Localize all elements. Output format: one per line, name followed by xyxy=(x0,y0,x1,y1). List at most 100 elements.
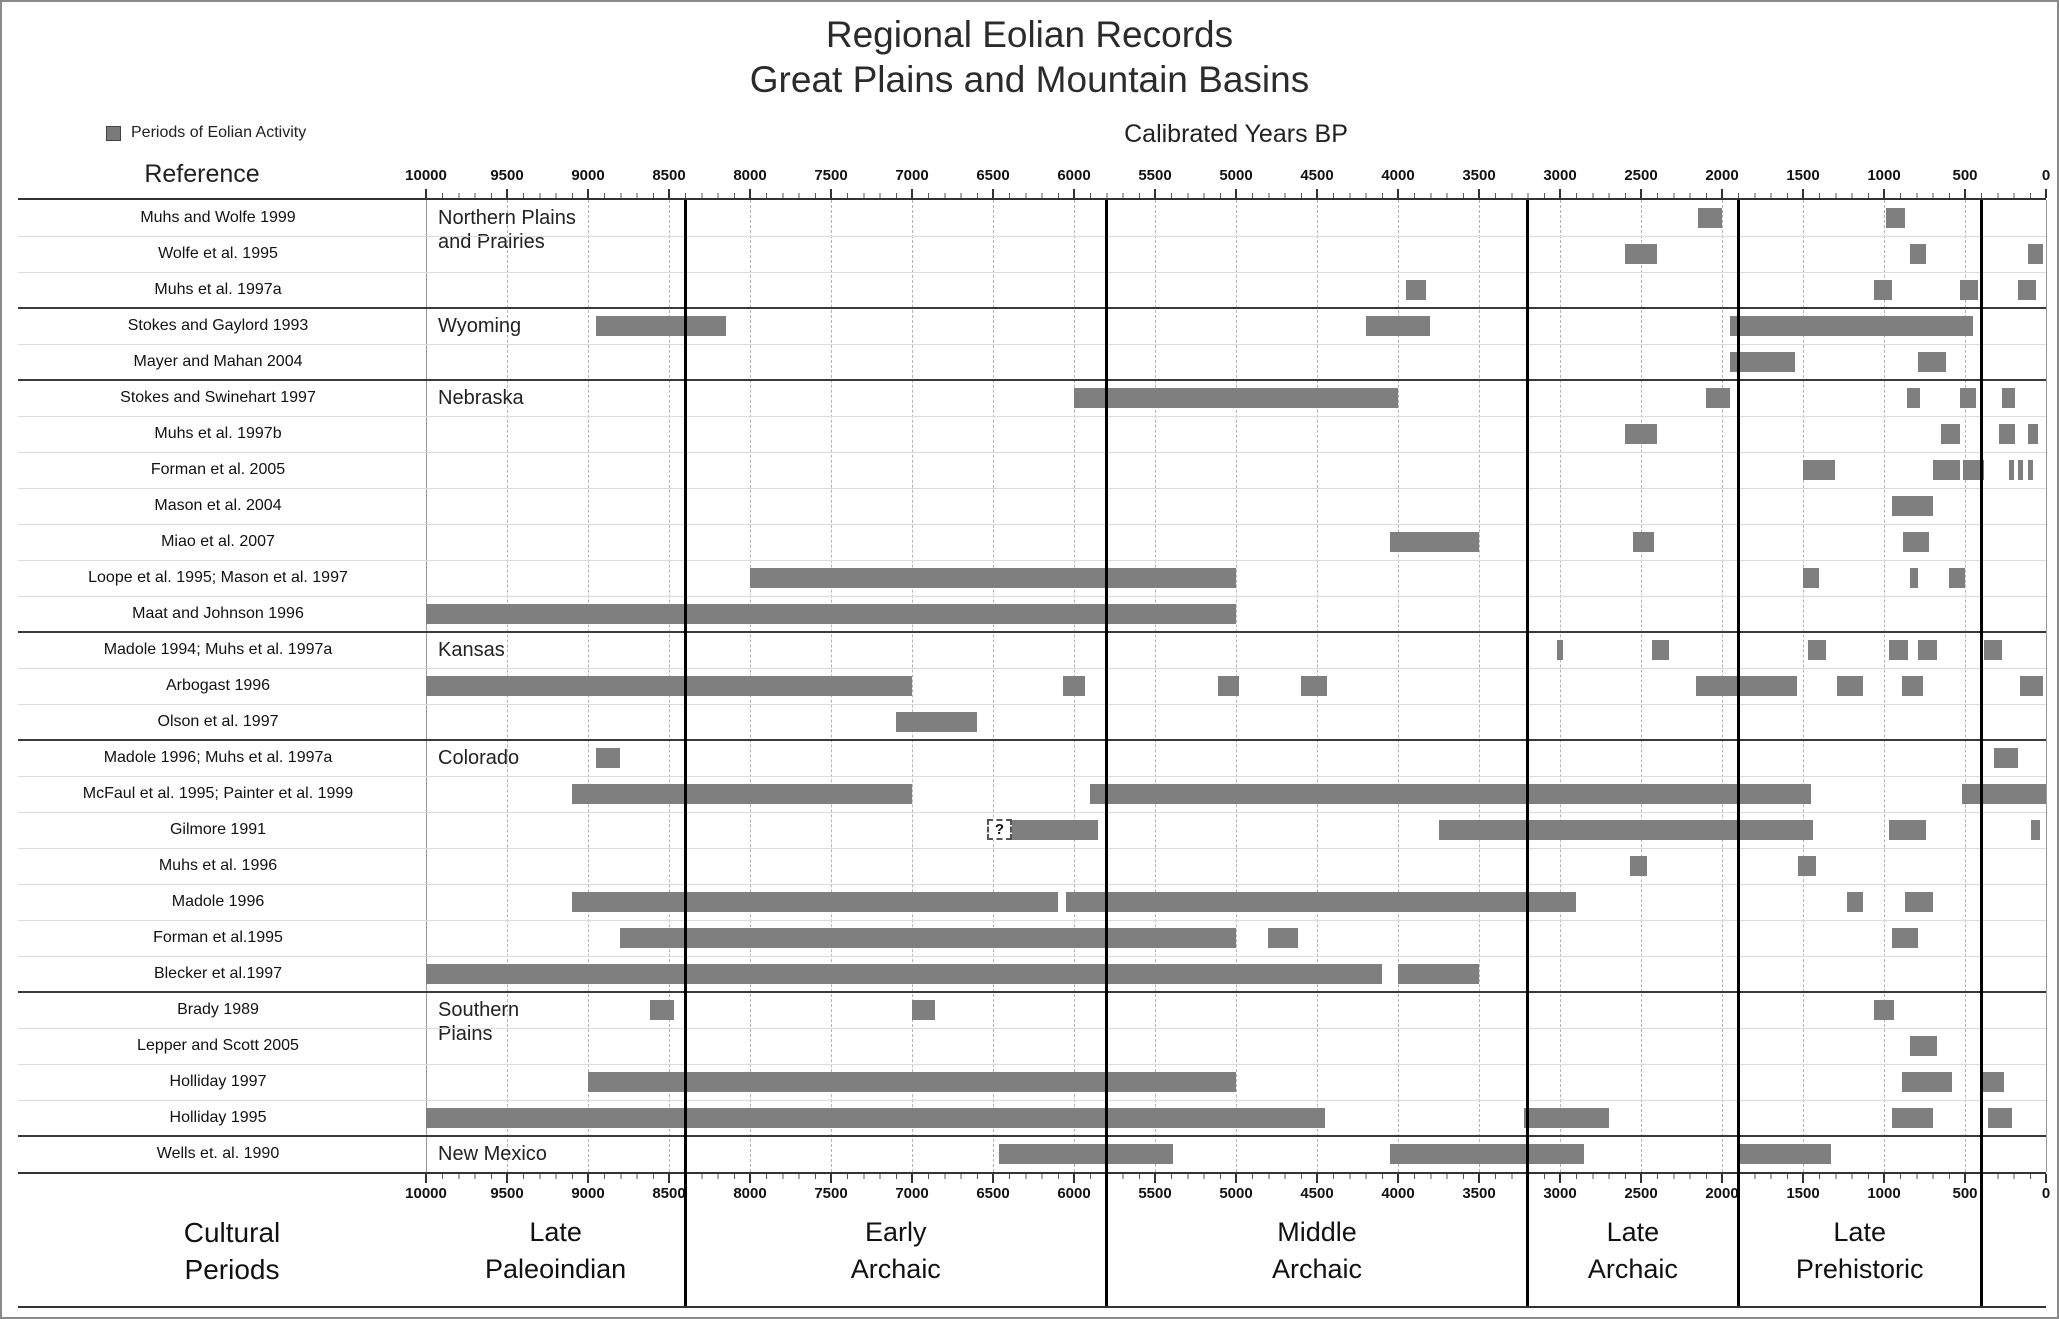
row-gridline xyxy=(18,776,2046,777)
major-tick-top xyxy=(668,189,670,198)
reference-label: Lepper and Scott 2005 xyxy=(137,1037,299,1054)
frame-bottom-line xyxy=(18,1306,2046,1308)
bottom-axis-line xyxy=(18,1172,2046,1174)
group-separator-line xyxy=(18,379,2046,381)
activity-bar xyxy=(1524,1108,1609,1128)
activity-bar xyxy=(1892,496,1933,516)
x-tick-label-bottom: 5000 xyxy=(1219,1185,1253,1202)
activity-bar xyxy=(1624,244,1658,264)
activity-bar xyxy=(2028,424,2038,444)
major-tick-bottom xyxy=(749,1174,751,1183)
activity-bar xyxy=(1218,676,1240,696)
row-gridline xyxy=(18,704,2046,705)
x-tick-label-top: 7000 xyxy=(895,167,929,184)
activity-bar xyxy=(1909,1036,1938,1056)
activity-bar xyxy=(1963,460,1985,480)
major-tick-bottom xyxy=(1073,1174,1075,1183)
row-gridline xyxy=(18,1064,2046,1065)
x-tick-label-bottom: 6500 xyxy=(976,1185,1010,1202)
x-tick-label-bottom: 0 xyxy=(2041,1185,2051,1202)
major-tick-top xyxy=(749,189,751,198)
x-tick-label-top: 9000 xyxy=(571,167,605,184)
major-tick-top xyxy=(1883,189,1885,198)
major-tick-bottom xyxy=(1154,1174,1156,1183)
cultural-period-label: Late Archaic xyxy=(1587,1217,1678,1284)
x-tick-label-bottom: 1000 xyxy=(1867,1185,1901,1202)
x-tick-label-top: 2000 xyxy=(1705,167,1739,184)
x-tick-label-bottom: 2500 xyxy=(1624,1185,1658,1202)
activity-bar xyxy=(1738,1144,1831,1164)
activity-bar xyxy=(1730,316,1974,336)
activity-bar xyxy=(2002,388,2016,408)
activity-bar xyxy=(1994,748,2019,768)
major-tick-bottom xyxy=(668,1174,670,1183)
vertical-gridline xyxy=(1803,200,1804,1172)
x-axis-title: Calibrated Years BP xyxy=(1124,120,1348,148)
cultural-period-boundary-line xyxy=(1526,200,1530,1306)
major-tick-top xyxy=(1640,189,1642,198)
row-gridline xyxy=(18,452,2046,453)
activity-bar xyxy=(1874,1000,1894,1020)
activity-bar xyxy=(2028,244,2043,264)
major-tick-bottom xyxy=(1478,1174,1480,1183)
activity-bar xyxy=(649,1000,674,1020)
region-label: New Mexico xyxy=(438,1143,547,1165)
row-gridline xyxy=(18,920,2046,921)
row-gridline xyxy=(18,272,2046,273)
legend: Periods of Eolian Activity xyxy=(106,124,306,142)
major-tick-top xyxy=(992,189,994,198)
row-gridline xyxy=(18,488,2046,489)
activity-bar xyxy=(571,892,1058,912)
x-tick-label-top: 0 xyxy=(2041,167,2051,184)
group-separator-line xyxy=(18,631,2046,633)
cultural-period-boundary-line xyxy=(1736,200,1740,1306)
major-tick-bottom xyxy=(1397,1174,1399,1183)
row-gridline xyxy=(18,848,2046,849)
activity-bar xyxy=(1901,676,1923,696)
cultural-period-label: Late Paleoindian xyxy=(485,1217,627,1284)
row-gridline xyxy=(18,416,2046,417)
activity-bar xyxy=(1906,388,1920,408)
major-tick-top xyxy=(425,189,427,198)
group-separator-line xyxy=(18,991,2046,993)
row-gridline xyxy=(18,1100,2046,1101)
major-tick-bottom xyxy=(911,1174,913,1183)
activity-bar xyxy=(1012,820,1099,840)
activity-bar xyxy=(1065,892,1577,912)
activity-bar xyxy=(1730,352,1795,372)
major-tick-top xyxy=(830,189,832,198)
x-tick-label-top: 3500 xyxy=(1462,167,1496,184)
x-tick-label-top: 6000 xyxy=(1057,167,1091,184)
activity-bar xyxy=(2008,460,2014,480)
activity-bar xyxy=(999,1144,1173,1164)
reference-label: Maat and Johnson 1996 xyxy=(132,605,304,622)
reference-label: McFaul et al. 1995; Painter et al. 1999 xyxy=(82,785,354,802)
x-tick-label-top: 4000 xyxy=(1381,167,1415,184)
activity-bar xyxy=(1984,640,2003,660)
major-tick-top xyxy=(1235,189,1237,198)
region-label: Southern Plains xyxy=(438,999,520,1045)
row-gridline xyxy=(18,1028,2046,1029)
activity-bar xyxy=(2018,460,2024,480)
top-axis-line xyxy=(18,198,2046,200)
reference-column-header: Reference xyxy=(144,160,260,188)
x-tick-label-bottom: 6000 xyxy=(1057,1185,1091,1202)
activity-bar xyxy=(426,964,1382,984)
x-tick-label-top: 500 xyxy=(1952,167,1978,184)
x-tick-label-top: 3000 xyxy=(1543,167,1577,184)
x-tick-label-bottom: 500 xyxy=(1952,1185,1978,1202)
activity-bar xyxy=(1697,208,1722,228)
activity-bar xyxy=(1389,532,1479,552)
major-tick-bottom xyxy=(1235,1174,1237,1183)
reference-label: Miao et al. 2007 xyxy=(161,533,275,550)
reference-label: Forman et al. 2005 xyxy=(150,461,286,478)
x-tick-label-top: 8500 xyxy=(652,167,686,184)
activity-bar xyxy=(1903,532,1930,552)
activity-bar xyxy=(1803,568,1820,588)
x-tick-label-bottom: 2000 xyxy=(1705,1185,1739,1202)
chart-subtitle: Great Plains and Mountain Basins xyxy=(749,59,1310,100)
activity-bar xyxy=(1901,1072,1953,1092)
activity-bar xyxy=(620,928,1236,948)
x-tick-label-bottom: 8000 xyxy=(733,1185,767,1202)
vertical-gridline xyxy=(912,200,913,1172)
